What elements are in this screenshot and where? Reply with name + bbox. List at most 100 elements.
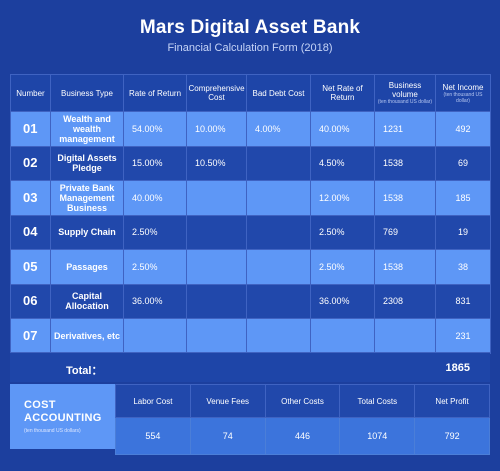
column-header-net-rate-of-return: Net Rate of Return <box>310 74 375 112</box>
cell-rate-of-return: 2.50% <box>123 214 187 250</box>
cost-value-other-costs: 446 <box>264 417 341 455</box>
cell-bad-debt-cost <box>246 249 311 285</box>
cell-rate-of-return <box>123 318 187 354</box>
page-title: Mars Digital Asset Bank <box>139 17 361 38</box>
cost-header-row: Labor Cost Venue Fees Other Costs Total … <box>115 384 490 418</box>
cell-comprehensive-cost <box>186 283 247 319</box>
cost-value-total-costs: 1074 <box>339 417 416 455</box>
cost-accounting-unit: (ten thousand US dollars) <box>24 428 81 434</box>
column-header-rate-of-return: Rate of Return <box>123 74 187 112</box>
column-header-business-volume-unit: (ten thousand US dollar) <box>377 99 433 105</box>
cost-header-venue-fees: Venue Fees <box>189 384 266 418</box>
cost-accounting-title-line2: ACCOUNTING <box>24 412 102 424</box>
cell-comprehensive-cost <box>186 214 247 250</box>
cell-bad-debt-cost <box>246 145 311 181</box>
cell-net-income: 19 <box>435 214 491 250</box>
cell-comprehensive-cost <box>186 318 247 354</box>
cell-business-type: Supply Chain <box>50 214 124 250</box>
cost-accounting-title-line1: COST <box>24 399 56 411</box>
cell-business-type: Passages <box>50 249 124 285</box>
cost-value-row: 554 74 446 1074 792 <box>115 417 490 455</box>
cost-accounting-table: Labor Cost Venue Fees Other Costs Total … <box>115 384 490 455</box>
cell-bad-debt-cost <box>246 180 311 216</box>
cell-rate-of-return: 36.00% <box>123 283 187 319</box>
cell-rate-of-return: 40.00% <box>123 180 187 216</box>
cell-business-type: Private Bank Management Business <box>50 180 124 216</box>
cell-business-volume <box>374 318 436 354</box>
total-label: Total： <box>66 365 103 377</box>
cell-number: 04 <box>10 214 51 250</box>
cell-net-income: 69 <box>435 145 491 181</box>
cell-net-income: 492 <box>435 111 491 147</box>
financial-table: Number Business Type Rate of Return Comp… <box>10 74 491 354</box>
cell-business-volume: 2308 <box>374 283 436 319</box>
cell-number: 06 <box>10 283 51 319</box>
cost-value-venue-fees: 74 <box>189 417 266 455</box>
column-header-net-income-label: Net Income <box>442 82 484 92</box>
table-row: 04 Supply Chain 2.50% 2.50% 769 19 <box>10 214 491 250</box>
cell-number: 03 <box>10 180 51 216</box>
page-subtitle: Financial Calculation Form (2018) <box>167 42 333 54</box>
cell-comprehensive-cost <box>186 249 247 285</box>
column-header-net-income: Net Income (ten thousand US dollar) <box>435 74 491 112</box>
cost-header-net-profit: Net Profit <box>414 384 490 418</box>
table-row: 02 Digital Assets Pledge 15.00% 10.50% 4… <box>10 145 491 181</box>
cell-net-rate-of-return: 2.50% <box>310 249 375 285</box>
cell-number: 05 <box>10 249 51 285</box>
table-row: 03 Private Bank Management Business 40.0… <box>10 180 491 216</box>
total-value: 1865 <box>445 362 470 374</box>
cell-business-type: Derivatives, etc <box>50 318 124 354</box>
cell-net-income: 185 <box>435 180 491 216</box>
cell-business-volume: 1538 <box>374 145 436 181</box>
cell-bad-debt-cost <box>246 318 311 354</box>
cell-net-income: 231 <box>435 318 491 354</box>
cost-header-total-costs: Total Costs <box>339 384 416 418</box>
cell-net-income: 831 <box>435 283 491 319</box>
column-header-comprehensive-cost: Comprehensive Cost <box>186 74 247 112</box>
column-header-business-volume-label: Business volume <box>388 81 422 99</box>
cell-bad-debt-cost <box>246 214 311 250</box>
cell-bad-debt-cost: 4.00% <box>246 111 311 147</box>
cell-business-type: Digital Assets Pledge <box>50 145 124 181</box>
cell-business-volume: 769 <box>374 214 436 250</box>
cell-net-rate-of-return: 40.00% <box>310 111 375 147</box>
cell-net-rate-of-return: 4.50% <box>310 145 375 181</box>
cell-comprehensive-cost: 10.50% <box>186 145 247 181</box>
cost-value-labor-cost: 554 <box>115 417 191 455</box>
cost-header-other-costs: Other Costs <box>264 384 341 418</box>
table-row: 05 Passages 2.50% 2.50% 1538 38 <box>10 249 491 285</box>
cell-number: 07 <box>10 318 51 354</box>
column-header-net-income-unit: (ten thousand US dollar) <box>443 91 483 104</box>
cost-header-labor-cost: Labor Cost <box>115 384 191 418</box>
cell-comprehensive-cost <box>186 180 247 216</box>
cell-business-volume: 1538 <box>374 249 436 285</box>
cell-rate-of-return: 54.00% <box>123 111 187 147</box>
cell-net-income: 38 <box>435 249 491 285</box>
column-header-bad-debt-cost: Bad Debt Cost <box>246 74 311 112</box>
table-row: 06 Capital Allocation 36.00% 36.00% 2308… <box>10 283 491 319</box>
column-header-number: Number <box>10 74 51 112</box>
cost-accounting-title: COST ACCOUNTING <box>24 399 102 425</box>
cell-business-volume: 1231 <box>374 111 436 147</box>
table-row: 07 Derivatives, etc 231 <box>10 318 491 354</box>
cell-number: 01 <box>10 111 51 147</box>
cell-number: 02 <box>10 145 51 181</box>
cell-net-rate-of-return: 2.50% <box>310 214 375 250</box>
cost-accounting-panel: COST ACCOUNTING (ten thousand US dollars… <box>10 384 115 449</box>
cell-comprehensive-cost: 10.00% <box>186 111 247 147</box>
cell-net-rate-of-return: 36.00% <box>310 283 375 319</box>
cell-business-type: Wealth and wealth management <box>50 111 124 147</box>
cell-bad-debt-cost <box>246 283 311 319</box>
cell-net-rate-of-return: 12.00% <box>310 180 375 216</box>
table-header-row: Number Business Type Rate of Return Comp… <box>10 74 491 112</box>
column-header-business-volume: Business volume (ten thousand US dollar) <box>374 74 436 112</box>
cell-rate-of-return: 2.50% <box>123 249 187 285</box>
column-header-business-type: Business Type <box>50 74 124 112</box>
cell-business-type: Capital Allocation <box>50 283 124 319</box>
cell-business-volume: 1538 <box>374 180 436 216</box>
cell-rate-of-return: 15.00% <box>123 145 187 181</box>
total-row: Total： 1865 <box>10 352 490 382</box>
table-row: 01 Wealth and wealth management 54.00% 1… <box>10 111 491 147</box>
cell-net-rate-of-return <box>310 318 375 354</box>
cost-value-net-profit: 792 <box>414 417 490 455</box>
